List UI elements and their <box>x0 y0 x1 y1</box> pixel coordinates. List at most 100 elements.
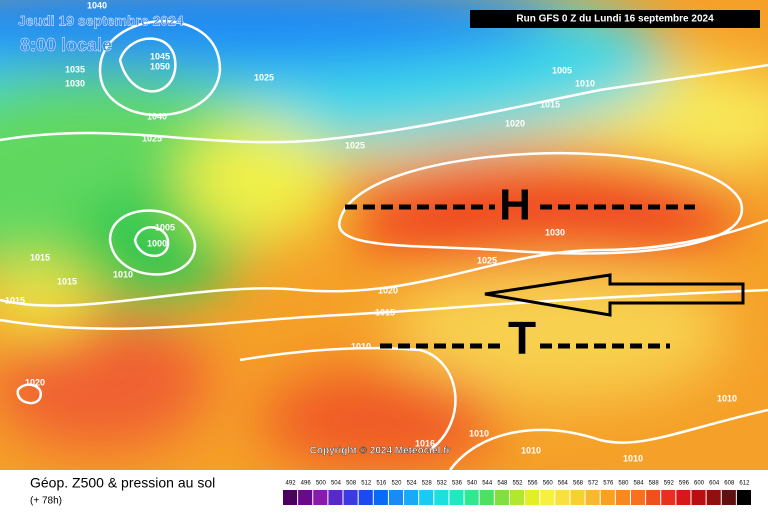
colorbar-label: 564 <box>558 481 569 487</box>
colorbar-cell <box>555 490 570 505</box>
isobar-label: 1015 <box>540 99 560 109</box>
colorbar-cell <box>525 490 540 505</box>
colorbar-label: 556 <box>528 481 539 487</box>
isobar-label: 1025 <box>254 72 274 82</box>
colorbar-label: 548 <box>497 481 508 487</box>
colorbar-cell <box>419 490 434 505</box>
colorbar-label: 568 <box>573 481 584 487</box>
isobar-label: 1030 <box>545 227 565 237</box>
isobar-label: 1015 <box>30 252 50 262</box>
isobar-label: 1050 <box>150 61 170 71</box>
colorbar-label: 588 <box>649 481 660 487</box>
colorbar-label: 512 <box>361 481 372 487</box>
isobar-label: 1025 <box>477 255 497 265</box>
colorbar-cell <box>434 490 449 505</box>
isobar-label: 1020 <box>505 118 525 128</box>
colorbar-label: 600 <box>694 481 705 487</box>
isobar-label: 1020 <box>25 377 45 387</box>
arrow <box>484 273 745 317</box>
colorbar-cell <box>313 490 328 505</box>
isobar-label: 1010 <box>717 393 737 403</box>
colorbar-cell <box>449 490 464 505</box>
isobar-label: 1010 <box>521 445 541 455</box>
isobar-label: 1016 <box>415 438 435 448</box>
colorbar-cell <box>343 490 358 505</box>
colorbar-cell <box>691 490 706 505</box>
colorbar-cell <box>464 490 479 505</box>
lead-time: (+ 78h) <box>30 496 62 507</box>
run-info: Run GFS 0 Z du Lundi 16 septembre 2024 <box>516 14 714 25</box>
valid-date: Jeudi 19 septembre 2024 <box>18 13 184 29</box>
isobar-label: 1045 <box>150 51 170 61</box>
isobar-label: 1005 <box>552 65 572 75</box>
systems: H T <box>345 181 745 364</box>
isobar-label: 1005 <box>155 222 175 232</box>
colorbar-label: 608 <box>724 481 735 487</box>
colorbar-cell <box>479 490 494 505</box>
colorbar-cell <box>328 490 343 505</box>
isobar-label: 1010 <box>469 428 489 438</box>
z500-field <box>0 0 768 470</box>
colorbar-label: 560 <box>543 481 554 487</box>
run-box <box>470 10 760 28</box>
colorbar: 492 496 500 504 508 512 516 520 524 528 532 536 540 5… <box>283 481 751 505</box>
colorbar-label: 592 <box>664 481 675 487</box>
colorbar-cell <box>494 490 509 505</box>
footer-title: Géop. Z500 & pression au sol <box>30 475 215 491</box>
colorbar-cell <box>358 490 373 505</box>
isobar-label: 1010 <box>623 453 643 463</box>
colorbar-label: 580 <box>618 481 629 487</box>
colorbar-label: 572 <box>588 481 599 487</box>
isobar-label: 1010 <box>575 78 595 88</box>
colorbar-cell <box>600 490 615 505</box>
colorbar-cell <box>540 490 555 505</box>
colorbar-cell <box>373 490 388 505</box>
colorbar-cell <box>630 490 646 505</box>
isobar-label: 1015 <box>375 307 395 317</box>
isobar-label: 1040 <box>147 111 167 121</box>
colorbar-label: 536 <box>452 481 463 487</box>
colorbar-label: 496 <box>301 481 312 487</box>
colorbar-cell <box>509 490 525 505</box>
colorbar-label: 500 <box>316 481 327 487</box>
colorbar-cell <box>615 490 630 505</box>
local-time: 8:00 locale <box>20 35 112 55</box>
colorbar-cell <box>585 490 600 505</box>
isobar-label: 1035 <box>65 64 85 74</box>
isobar-label: 1000 <box>147 238 167 248</box>
colorbar-label: 516 <box>376 481 387 487</box>
colorbar-label: 604 <box>709 481 720 487</box>
isobar-label: 1030 <box>65 78 85 88</box>
colorbar-cell <box>298 490 313 505</box>
colorbar-cell <box>736 490 751 505</box>
colorbar-label: 508 <box>346 481 357 487</box>
colorbar-label: 552 <box>512 481 523 487</box>
colorbar-cell <box>283 490 298 505</box>
colorbar-label: 612 <box>739 481 750 487</box>
colorbar-label: 492 <box>286 481 297 487</box>
colorbar-label: 596 <box>679 481 690 487</box>
isobar-label: 1025 <box>142 133 162 143</box>
colorbar-label: 504 <box>331 481 342 487</box>
colorbar-cell <box>404 490 419 505</box>
colorbar-label: 540 <box>467 481 478 487</box>
colorbar-cell <box>661 490 676 505</box>
high-label: H <box>499 181 531 230</box>
colorbar-label: 524 <box>407 481 418 487</box>
copyright: Copyright © 2024 Meteociel.fr <box>310 446 451 457</box>
colorbar-cell <box>721 490 736 505</box>
isobar-label: 1040 <box>87 0 107 10</box>
low-label: T <box>508 312 536 364</box>
isobar-label: 1020 <box>378 285 398 295</box>
colorbar-cell <box>646 490 661 505</box>
isobar-label: 1010 <box>113 269 133 279</box>
isobar-label: 1010 <box>351 341 371 351</box>
colorbar-cell <box>570 490 585 505</box>
colorbar-label: 584 <box>634 481 645 487</box>
colorbar-cell <box>676 490 691 505</box>
isobar-label: 1015 <box>57 276 77 286</box>
isobars <box>0 20 768 471</box>
colorbar-label: 532 <box>437 481 448 487</box>
